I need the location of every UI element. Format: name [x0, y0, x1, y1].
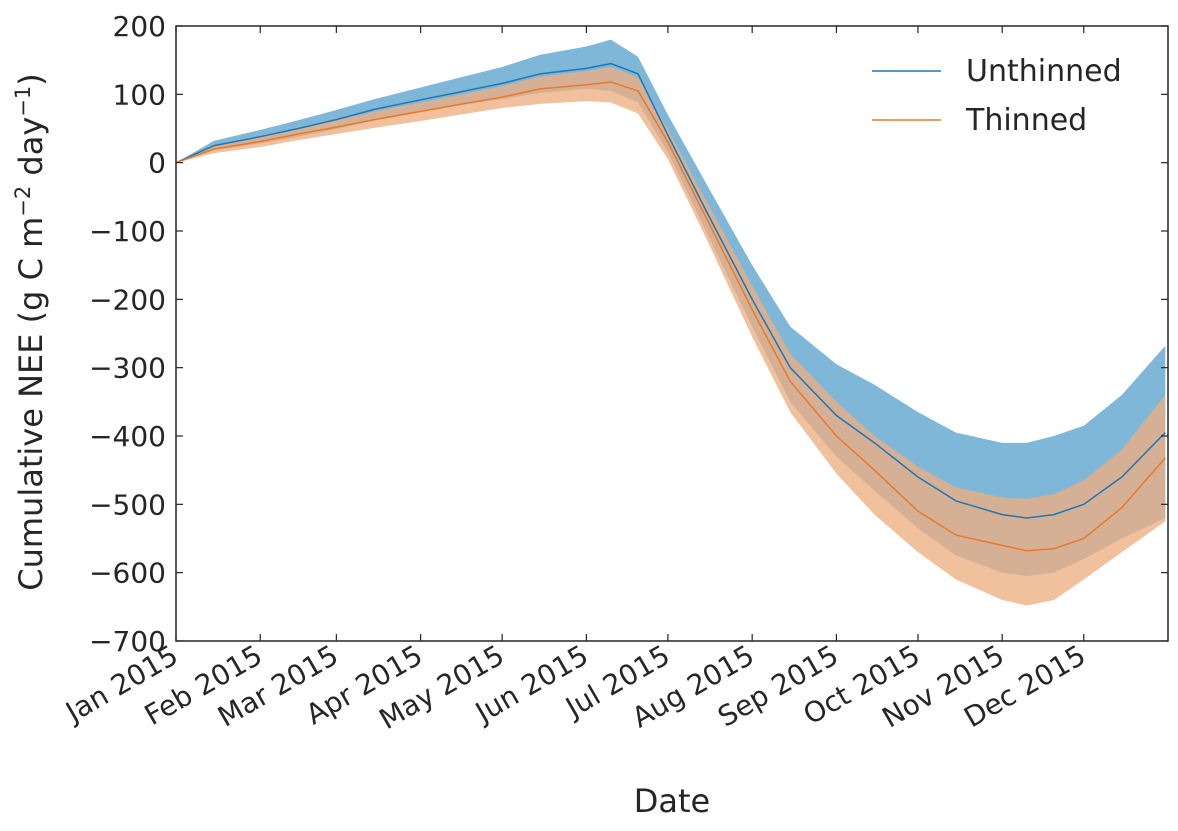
y-tick-label: −700 — [89, 625, 166, 658]
y-axis-label-mid: day — [12, 117, 50, 186]
axes — [175, 25, 1169, 642]
band-thinned — [176, 67, 1166, 606]
y-axis-label-sup1: −2 — [11, 186, 35, 217]
confidence-bands — [176, 39, 1166, 606]
y-axis-label-end: ) — [12, 73, 50, 85]
legend-label-thinned: Thinned — [965, 103, 1087, 138]
y-tick-label: −300 — [89, 352, 166, 385]
y-axis-label: Cumulative NEE (g C m−2 day−1) — [11, 73, 50, 590]
plot-frame — [175, 25, 1169, 642]
line-thinned — [175, 81, 1166, 552]
y-axis-label-main: Cumulative NEE (g C m — [12, 217, 50, 591]
line-unthinned — [175, 62, 1166, 519]
series-lines — [175, 62, 1166, 552]
y-axis-ticks: 200 100 0 −100 −200 −300 −400 −500 −600 −700 — [89, 10, 1168, 658]
y-tick-label: −400 — [89, 420, 166, 453]
x-axis-label: Date — [634, 782, 710, 820]
y-tick-label: −600 — [89, 557, 166, 590]
y-tick-label: −500 — [89, 488, 166, 521]
y-tick-label: 100 — [113, 78, 166, 111]
y-axis-label-sup2: −1 — [11, 86, 35, 117]
y-tick-label: 0 — [148, 147, 166, 180]
y-tick-label: 200 — [113, 10, 166, 43]
legend-label-unthinned: Unthinned — [966, 54, 1122, 89]
band-unthinned — [176, 39, 1166, 577]
legend: Unthinned Thinned — [872, 54, 1122, 138]
y-tick-label: −200 — [89, 283, 166, 316]
y-tick-label: −100 — [89, 215, 166, 248]
